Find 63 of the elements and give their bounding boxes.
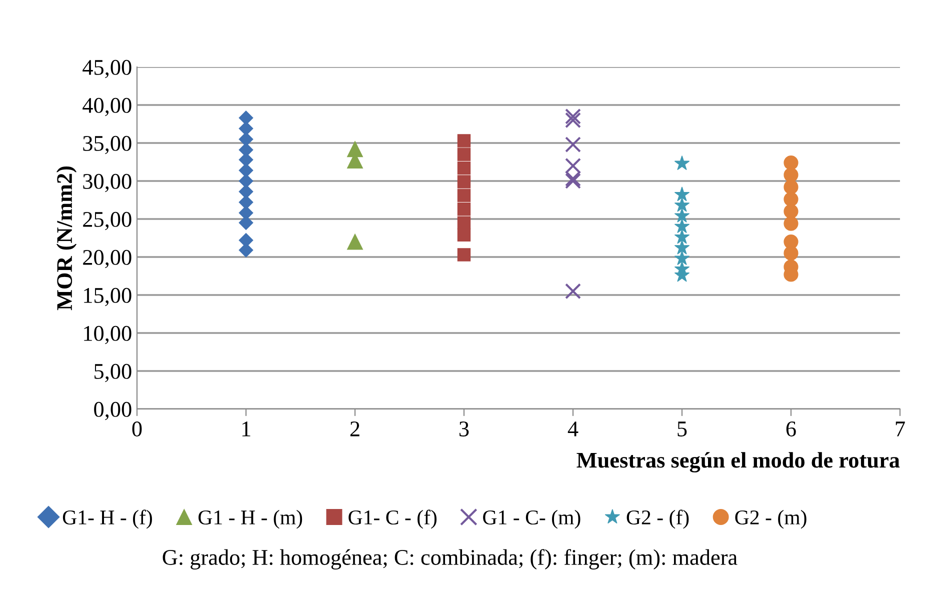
point [238, 110, 254, 126]
point [674, 240, 690, 254]
x-tick-label: 7 [896, 422, 905, 436]
point [784, 216, 798, 231]
x-tick-label: 0 [132, 421, 142, 436]
point [457, 134, 471, 148]
point [565, 108, 581, 124]
point [457, 148, 471, 161]
y-axis-title: MOR (N/mm2) [56, 166, 77, 310]
point [784, 168, 798, 182]
point [457, 161, 471, 175]
legend-label: G1- H - (f) [62, 510, 152, 529]
point [457, 228, 471, 242]
point [238, 121, 254, 136]
y-tick-label: 30,00 [83, 174, 132, 192]
x-tick-label: 2 [350, 422, 360, 436]
x-tick-label: 6 [786, 422, 796, 436]
y-tick-label: 0,00 [94, 402, 132, 420]
point [565, 112, 581, 128]
y-tick-label: 25,00 [83, 212, 132, 230]
point [565, 283, 581, 300]
point [784, 204, 798, 219]
point [674, 186, 690, 202]
y-tick-label: 40,00 [82, 98, 132, 116]
legend-label: G2 - (f) [626, 510, 689, 529]
y-tick-label: 45,00 [82, 60, 132, 78]
legend-label: G1 - H - (m) [198, 510, 302, 529]
point [674, 218, 690, 234]
y-tick-label: 15,00 [84, 288, 132, 306]
point [674, 156, 690, 170]
point [784, 155, 798, 170]
point [457, 175, 471, 188]
x-tick-label: 5 [678, 422, 687, 436]
point [784, 246, 798, 260]
point [784, 180, 798, 194]
legend-label: G2 - (m) [735, 510, 806, 529]
point [457, 248, 471, 262]
point [674, 208, 690, 222]
point [238, 184, 254, 199]
legend-label: G1- C - (f) [348, 510, 437, 529]
point [457, 202, 471, 216]
point [674, 250, 690, 266]
y-tick-label: 5,00 [94, 364, 132, 382]
y-tick-label: 20,00 [83, 250, 132, 268]
point [565, 158, 581, 174]
point [238, 216, 254, 230]
point [347, 234, 363, 250]
point [457, 188, 471, 202]
x-tick-label: 4 [568, 422, 578, 436]
point [238, 174, 254, 188]
point [457, 216, 471, 230]
legend-label: G1 - C- (m) [483, 510, 580, 529]
point [784, 192, 798, 207]
x-tick-label: 3 [460, 422, 469, 436]
point [238, 163, 254, 178]
text: G: grado; H: homogénea; C: combinada; (f): finger; (m): madera [162, 549, 738, 570]
y-tick-label: 10,00 [84, 326, 132, 344]
y-tick-label: 35,00 [83, 136, 132, 154]
x-tick-label: 1 [242, 422, 250, 436]
point [674, 229, 690, 244]
point [565, 136, 581, 153]
x-axis-title: Muestras según el modo de rotura [576, 452, 900, 472]
point [674, 197, 690, 212]
